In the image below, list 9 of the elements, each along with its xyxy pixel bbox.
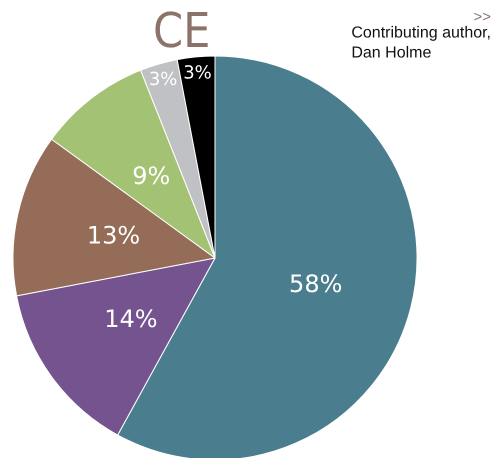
chart-title: CE	[153, 3, 210, 59]
text: >>	[473, 8, 492, 26]
data-label: 13%	[86, 221, 140, 250]
data-label: 9%	[132, 162, 170, 190]
data-label: 14%	[104, 305, 158, 334]
data-label: 3%	[148, 68, 178, 90]
data-label: 58%	[289, 270, 342, 298]
data-label: 3%	[183, 62, 212, 84]
text: Contributing author, Dan Holme	[351, 24, 492, 62]
